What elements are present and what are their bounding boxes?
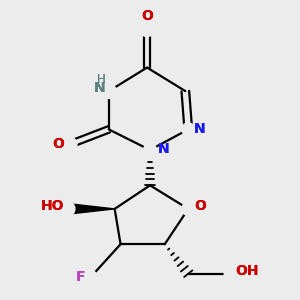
Text: N: N xyxy=(194,122,206,136)
Text: HO: HO xyxy=(41,199,64,213)
Text: O: O xyxy=(141,9,153,23)
Text: N: N xyxy=(94,81,106,95)
Text: F: F xyxy=(76,270,85,283)
Circle shape xyxy=(60,202,75,216)
Circle shape xyxy=(224,266,241,282)
Text: O: O xyxy=(141,9,153,23)
Text: O: O xyxy=(53,137,64,151)
Text: HO: HO xyxy=(41,199,64,213)
Text: OH: OH xyxy=(236,264,259,278)
Text: H: H xyxy=(97,73,106,86)
Text: N: N xyxy=(158,142,169,155)
Text: O: O xyxy=(194,199,206,213)
Circle shape xyxy=(101,84,116,98)
Text: F: F xyxy=(76,270,85,283)
Text: N: N xyxy=(94,81,106,95)
Polygon shape xyxy=(68,204,115,214)
Circle shape xyxy=(182,202,195,215)
Text: H: H xyxy=(97,73,106,86)
Circle shape xyxy=(85,271,97,283)
Circle shape xyxy=(143,143,157,157)
Circle shape xyxy=(64,138,77,151)
Text: O: O xyxy=(194,199,206,213)
Circle shape xyxy=(182,123,195,136)
Text: N: N xyxy=(158,142,169,155)
Text: N: N xyxy=(194,122,206,136)
Text: O: O xyxy=(53,137,64,151)
Circle shape xyxy=(140,22,154,37)
Text: OH: OH xyxy=(236,264,259,278)
